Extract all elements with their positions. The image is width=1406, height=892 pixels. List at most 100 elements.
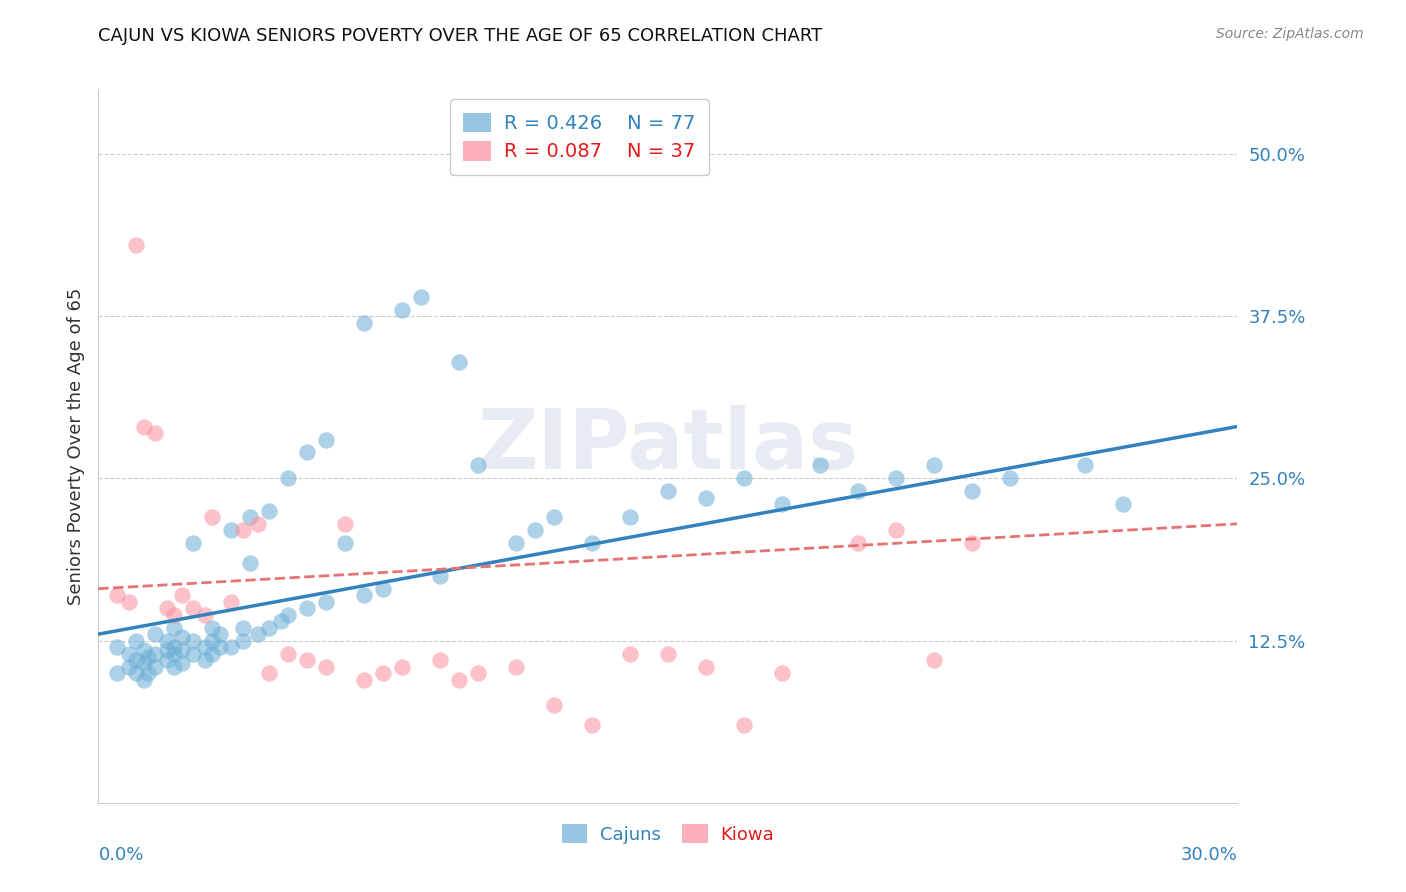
Point [259, 666, 281, 681]
Point [208, 640, 231, 654]
Point [315, 659, 337, 673]
Point [770, 666, 793, 681]
Point [208, 627, 231, 641]
Point [163, 607, 186, 622]
Point [259, 504, 281, 518]
Point [183, 647, 205, 661]
Point [201, 647, 224, 661]
Point [201, 621, 224, 635]
Point [315, 433, 337, 447]
Point [136, 666, 159, 681]
Point [239, 510, 262, 524]
Point [960, 536, 983, 550]
Point [132, 419, 155, 434]
Point [194, 653, 217, 667]
Point [201, 510, 224, 524]
Point [246, 627, 269, 641]
Point [145, 659, 167, 673]
Point [145, 647, 167, 661]
Y-axis label: Seniors Poverty Over the Age of 65: Seniors Poverty Over the Age of 65 [66, 287, 84, 605]
Point [391, 302, 413, 317]
Point [136, 650, 159, 665]
Point [808, 458, 831, 473]
Legend: Cajuns, Kiowa: Cajuns, Kiowa [554, 817, 782, 851]
Point [277, 647, 299, 661]
Point [156, 633, 179, 648]
Point [132, 642, 155, 657]
Point [695, 491, 717, 505]
Point [353, 588, 375, 602]
Point [1074, 458, 1097, 473]
Point [239, 556, 262, 570]
Point [960, 484, 983, 499]
Point [429, 653, 451, 667]
Text: 30.0%: 30.0% [1181, 846, 1237, 863]
Point [505, 659, 527, 673]
Point [259, 621, 281, 635]
Point [297, 601, 319, 615]
Point [118, 595, 141, 609]
Point [619, 510, 641, 524]
Point [201, 633, 224, 648]
Point [246, 516, 269, 531]
Point [170, 656, 193, 670]
Point [163, 621, 186, 635]
Point [125, 666, 148, 681]
Point [770, 497, 793, 511]
Point [125, 238, 148, 252]
Point [922, 653, 945, 667]
Point [156, 653, 179, 667]
Point [391, 659, 413, 673]
Point [657, 647, 679, 661]
Point [884, 524, 907, 538]
Point [170, 588, 193, 602]
Point [156, 642, 179, 657]
Point [733, 471, 755, 485]
Point [232, 621, 254, 635]
Point [118, 647, 141, 661]
Point [221, 595, 243, 609]
Point [449, 354, 471, 368]
Point [183, 633, 205, 648]
Point [221, 524, 243, 538]
Point [449, 673, 471, 687]
Point [371, 666, 394, 681]
Point [846, 536, 869, 550]
Point [132, 656, 155, 670]
Text: CAJUN VS KIOWA SENIORS POVERTY OVER THE AGE OF 65 CORRELATION CHART: CAJUN VS KIOWA SENIORS POVERTY OVER THE … [98, 27, 823, 45]
Point [543, 510, 565, 524]
Point [221, 640, 243, 654]
Text: Source: ZipAtlas.com: Source: ZipAtlas.com [1216, 27, 1364, 41]
Point [145, 425, 167, 440]
Point [505, 536, 527, 550]
Point [277, 607, 299, 622]
Point [619, 647, 641, 661]
Point [107, 666, 129, 681]
Point [429, 568, 451, 582]
Point [335, 516, 357, 531]
Point [524, 524, 547, 538]
Point [467, 458, 489, 473]
Point [922, 458, 945, 473]
Point [581, 718, 603, 732]
Point [467, 666, 489, 681]
Point [270, 614, 292, 628]
Point [170, 642, 193, 657]
Point [1112, 497, 1135, 511]
Point [163, 647, 186, 661]
Point [315, 595, 337, 609]
Point [132, 673, 155, 687]
Point [846, 484, 869, 499]
Point [125, 633, 148, 648]
Point [145, 627, 167, 641]
Point [183, 601, 205, 615]
Point [183, 536, 205, 550]
Point [107, 588, 129, 602]
Point [998, 471, 1021, 485]
Point [194, 640, 217, 654]
Point [543, 698, 565, 713]
Point [118, 659, 141, 673]
Point [163, 659, 186, 673]
Text: ZIPatlas: ZIPatlas [478, 406, 858, 486]
Point [297, 445, 319, 459]
